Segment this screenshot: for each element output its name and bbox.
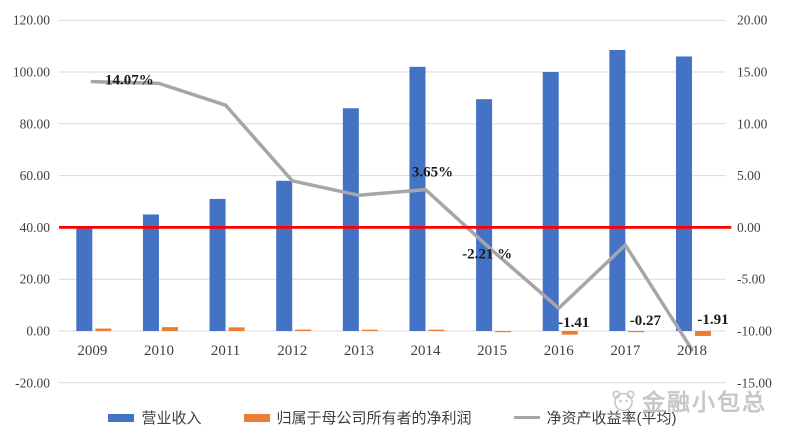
left-axis-tick: 0.00	[26, 324, 50, 339]
x-axis-label: 2010	[144, 343, 174, 359]
net-profit-bar	[361, 329, 378, 331]
right-axis-tick: -5.00	[737, 272, 765, 287]
net-profit-bar	[228, 327, 245, 331]
legend-item-roe: 净资产收益率(平均)	[513, 407, 677, 428]
x-axis-label: 2012	[277, 343, 307, 359]
x-axis-label: 2014	[410, 343, 441, 359]
revenue-bar	[76, 227, 93, 331]
revenue-bar	[276, 180, 293, 331]
legend-swatch-roe	[513, 416, 540, 419]
x-axis-label: 2016	[544, 343, 575, 359]
data-label: -1.41	[558, 315, 589, 331]
chart-legend: 营业收入 归属于母公司所有者的净利润 净资产收益率(平均)	[0, 407, 785, 428]
x-axis-label: 2018	[677, 343, 707, 359]
data-label: -0.27	[630, 313, 662, 329]
legend-swatch-revenue	[108, 413, 135, 422]
x-axis-label: 2013	[344, 343, 374, 359]
right-axis-tick: 15.00	[737, 65, 768, 80]
net-profit-bar	[628, 331, 645, 333]
revenue-bar	[609, 49, 626, 332]
right-axis-tick: -15.00	[737, 375, 772, 390]
net-profit-bar	[428, 329, 445, 331]
right-axis-tick: -10.00	[737, 324, 772, 339]
net-profit-bar	[495, 331, 512, 333]
right-axis-tick: 5.00	[737, 168, 761, 183]
data-label: -1.91	[697, 312, 728, 328]
data-label: 3.65%	[412, 165, 453, 181]
net-profit-bar	[561, 331, 578, 335]
revenue-bar	[675, 56, 692, 332]
legend-swatch-net-profit	[243, 413, 270, 422]
net-profit-bar	[161, 327, 178, 331]
net-profit-bar	[295, 329, 312, 331]
revenue-bar	[209, 198, 226, 331]
revenue-bar	[476, 99, 493, 331]
x-axis-label: 2011	[211, 343, 240, 359]
net-profit-bar	[95, 328, 112, 331]
revenue-bar	[542, 72, 559, 331]
data-label: -2.21 %	[462, 246, 512, 262]
left-axis-tick: -20.00	[15, 375, 50, 390]
data-label: 14.07%	[105, 73, 154, 89]
legend-label-roe: 净资产收益率(平均)	[546, 410, 677, 427]
left-axis-tick: 100.00	[13, 65, 50, 80]
left-axis-tick: 120.00	[13, 13, 50, 28]
legend-label-net-profit: 归属于母公司所有者的净利润	[276, 410, 472, 427]
left-axis-tick: 20.00	[20, 272, 51, 287]
revenue-bar	[142, 214, 159, 331]
legend-item-net-profit: 归属于母公司所有者的净利润	[243, 407, 472, 428]
revenue-bar	[342, 108, 359, 331]
left-axis-tick: 80.00	[20, 116, 51, 131]
x-axis-label: 2015	[477, 343, 507, 359]
left-axis-tick: 60.00	[20, 168, 51, 183]
legend-label-revenue: 营业收入	[141, 410, 202, 427]
left-axis-tick: 40.00	[20, 220, 51, 235]
roe-line	[90, 79, 694, 352]
right-axis-tick: 20.00	[737, 13, 768, 28]
revenue-bar	[409, 66, 426, 331]
right-axis-tick: 10.00	[737, 116, 768, 131]
net-profit-bar	[694, 331, 711, 336]
x-axis-label: 2017	[610, 343, 641, 359]
right-axis-tick: 0.00	[737, 220, 761, 235]
x-axis-label: 2009	[77, 343, 107, 359]
legend-item-revenue: 营业收入	[108, 407, 202, 428]
